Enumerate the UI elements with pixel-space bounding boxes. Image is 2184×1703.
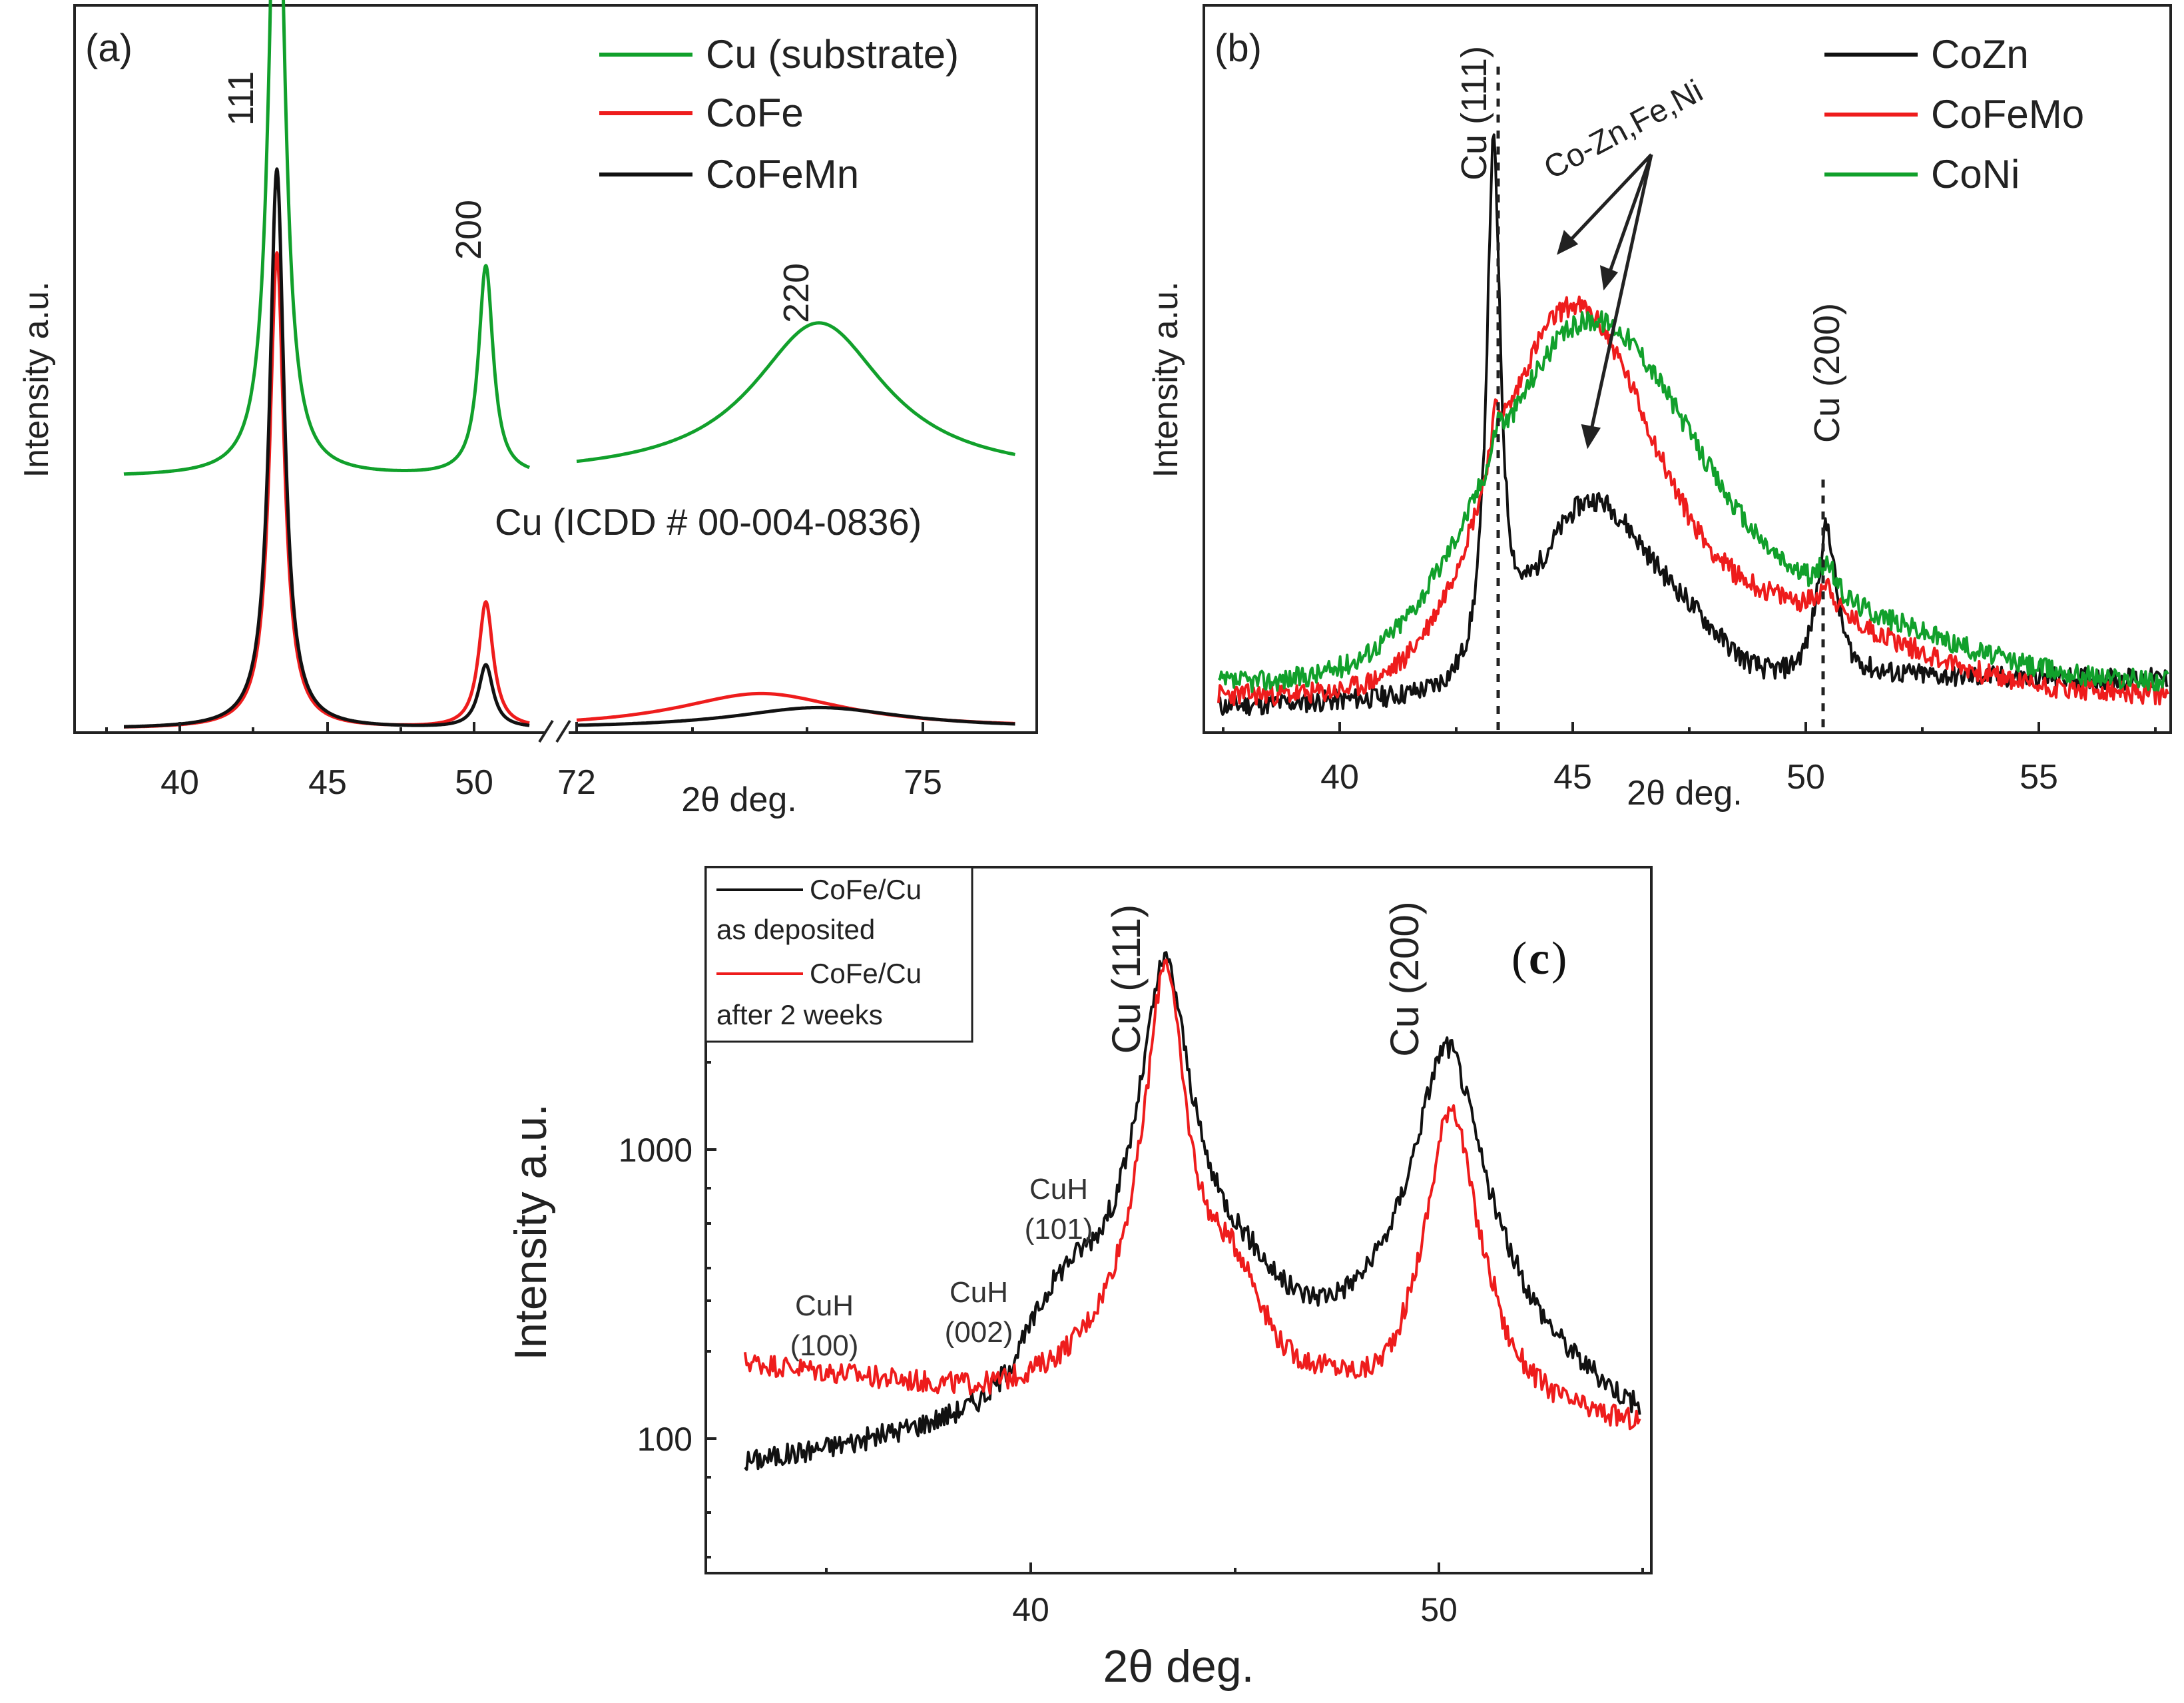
panel-b-series-2 (1217, 310, 2169, 693)
panel-b-cu111-label: Cu (111) (1454, 46, 1494, 180)
panel-c-frame (704, 866, 1653, 1574)
legend-cofemo: CoFeMo (1931, 92, 2084, 137)
panel-b-label: (b) (1215, 27, 1262, 70)
panel-c-legend-box (704, 866, 973, 1043)
panel-c-legend: CoFe/Cu as deposited CoFe/Cu after 2 wee… (704, 866, 973, 1043)
panel-a-label: (a) (85, 27, 133, 70)
panel-b-series-1 (1217, 295, 2169, 707)
panel-c-label-letter: c (1529, 933, 1549, 984)
panel-c-xlabel: 2θ deg. (1103, 1641, 1254, 1692)
legend-cozn: CoZn (1931, 32, 2029, 77)
legend-coni: CoNi (1931, 152, 2020, 196)
panel-a-tick-40: 40 (160, 763, 199, 802)
panel-c-ytick-100: 100 (637, 1421, 692, 1458)
panel-a-curves (123, 0, 1016, 729)
panel-a-tick-45: 45 (308, 763, 347, 802)
panel-c-label: ( c ) (1511, 933, 1567, 984)
panel-b-xlabel: 2θ deg. (1627, 774, 1743, 813)
legend-cu-substrate: Cu (substrate) (706, 32, 959, 77)
legend-cofe: CoFe (706, 91, 804, 135)
panel-b-cu200-label: Cu (200) (1807, 303, 1847, 443)
panel-b-frame (1203, 4, 2172, 734)
panel-b-tick-45: 45 (1553, 758, 1592, 797)
panel-b-arrows (1557, 153, 1653, 450)
panel-c-cuh100-a: CuH (795, 1289, 854, 1322)
panel-b-ticks (1222, 722, 2157, 733)
panel-a-tick-75: 75 (904, 763, 942, 802)
panel-a-legend: Cu (substrate) CoFe CoFeMn (599, 32, 959, 196)
panel-b-tick-50: 50 (1786, 758, 1825, 797)
panel-c-cu200-label: Cu (200) (1382, 901, 1427, 1056)
panel-a-ylabel: Intensity a.u. (17, 282, 56, 478)
legend-as-deposited-line1: CoFe/Cu (810, 874, 922, 905)
panel-c-cuh002-a: CuH (950, 1276, 1008, 1309)
panel-a-peak-220: 220 (776, 263, 816, 323)
panel-c-ylabel: Intensity a.u. (505, 1104, 556, 1361)
panel-a-icdd-label: Cu (ICDD # 00-004-0836) (495, 501, 922, 543)
panel-c-ticks (706, 898, 1644, 1573)
panel-c-label-open: ( (1511, 933, 1527, 984)
panel-c-curves (743, 951, 1641, 1471)
panel-c: 1000 100 40 50 2θ deg. Intensity a.u. ( … (505, 866, 1653, 1692)
panel-a-peak-200: 200 (449, 200, 489, 260)
panel-c-cuh002-b: (002) (945, 1316, 1013, 1349)
panel-a-tick-50: 50 (455, 763, 493, 802)
panel-c-cuh101-b: (101) (1025, 1213, 1093, 1245)
panel-a: 40 45 50 72 75 2θ deg. Intensity a.u. (a… (17, 0, 1038, 819)
panel-c-cu111-label: Cu (111) (1104, 904, 1149, 1054)
panel-c-series-0 (744, 951, 1641, 1471)
panel-b-legend: CoZn CoFeMo CoNi (1824, 32, 2084, 196)
panel-a-series-2 (123, 167, 1015, 729)
panel-a-peak-111: 111 (221, 71, 261, 126)
panel-a-axis-break (538, 719, 571, 746)
panel-a-tick-72: 72 (557, 763, 596, 802)
panel-c-ytick-1000: 1000 (619, 1132, 692, 1169)
panel-b-curves (1217, 133, 2169, 717)
panel-a-series-0 (123, 0, 1016, 476)
panel-c-cuh101-a: CuH (1029, 1173, 1088, 1205)
panel-a-ticks (105, 722, 924, 733)
legend-after-2-weeks-line2: after 2 weeks (716, 999, 883, 1030)
panel-c-xtick-50: 50 (1420, 1591, 1458, 1628)
panel-b-ylabel: Intensity a.u. (1147, 282, 1185, 478)
panel-b-tick-40: 40 (1320, 758, 1359, 797)
panel-a-xlabel: 2θ deg. (681, 781, 797, 819)
legend-after-2-weeks-line1: CoFe/Cu (810, 958, 922, 989)
panel-c-series-1 (743, 958, 1641, 1431)
panel-c-cuh100-b: (100) (790, 1329, 859, 1362)
panel-c-label-close: ) (1551, 933, 1567, 984)
legend-as-deposited-line2: as deposited (716, 914, 875, 945)
panel-c-xtick-40: 40 (1012, 1591, 1049, 1628)
legend-cofemn: CoFeMn (706, 152, 859, 196)
panel-b-tick-55: 55 (2020, 758, 2058, 797)
